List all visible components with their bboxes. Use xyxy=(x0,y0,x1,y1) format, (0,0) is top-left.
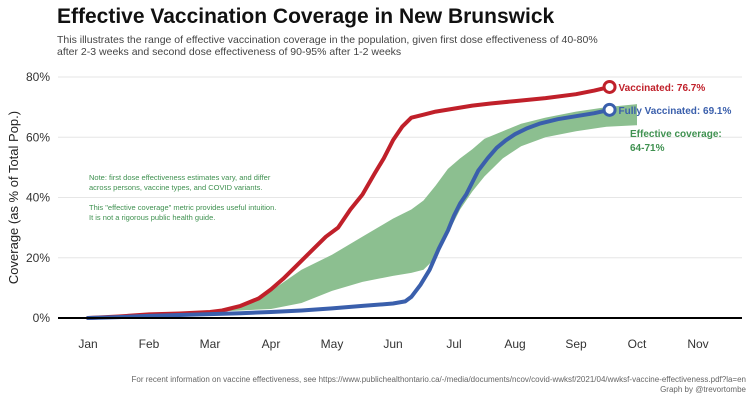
y-tick-label: 80% xyxy=(26,70,50,84)
y-tick-label: 40% xyxy=(26,191,50,205)
x-tick-label: Jun xyxy=(383,337,402,351)
fully-vaccinated-line xyxy=(86,107,612,320)
x-tick-label: May xyxy=(321,337,344,351)
x-tick-label: Jan xyxy=(78,337,97,351)
caption-source: For recent information on vaccine effect… xyxy=(131,375,746,384)
note-line: It is not a rigorous public health guide… xyxy=(89,213,215,222)
chart-caption: For recent information on vaccine effect… xyxy=(132,375,746,395)
note-line: This "effective coverage" metric provide… xyxy=(89,203,276,212)
vaccinated-end-marker xyxy=(602,79,617,94)
effective-coverage-area xyxy=(210,104,637,312)
y-tick-label: 0% xyxy=(33,311,51,325)
note-line: Note: first dose effectiveness estimates… xyxy=(89,173,271,182)
caption-credit: Graph by @trevortombe xyxy=(660,385,746,394)
vaccinated-line xyxy=(86,84,612,320)
y-axis-title: Coverage (as % of Total Pop.) xyxy=(6,111,21,284)
x-tick-label: Oct xyxy=(628,337,647,351)
effective-coverage-range: 64-71% xyxy=(630,143,665,154)
note-line: across persons, vaccine types, and COVID… xyxy=(89,183,262,192)
x-tick-label: Apr xyxy=(262,337,281,351)
fully-vaccinated-end-marker xyxy=(602,102,617,117)
effective-coverage-band xyxy=(210,104,637,312)
axes: 0% 20% 40% 60% 80% Jan Feb Mar Apr May Jun Jul Aug Se… xyxy=(6,70,742,351)
chart-subtitle: This illustrates the range of effective … xyxy=(57,34,598,58)
vaccinated-label: Vaccinated: 76.7% xyxy=(619,83,706,94)
fully-vaccinated-label: Fully Vaccinated: 69.1% xyxy=(619,106,732,117)
annotations: Vaccinated: 76.7% Fully Vaccinated: 69.1%… xyxy=(89,83,731,222)
x-tick-label: Nov xyxy=(687,337,708,351)
x-tick-label: Aug xyxy=(504,337,525,351)
x-tick-label: Sep xyxy=(565,337,587,351)
y-tick-label: 60% xyxy=(26,130,50,144)
x-tick-label: Jul xyxy=(446,337,461,351)
x-tick-label: Feb xyxy=(139,337,160,351)
chart-title: Effective Vaccination Coverage in New Br… xyxy=(57,5,555,28)
x-tick-label: Mar xyxy=(200,337,221,351)
y-tick-label: 20% xyxy=(26,251,50,265)
series-lines xyxy=(86,79,617,320)
effective-coverage-label: Effective coverage: xyxy=(630,129,722,140)
